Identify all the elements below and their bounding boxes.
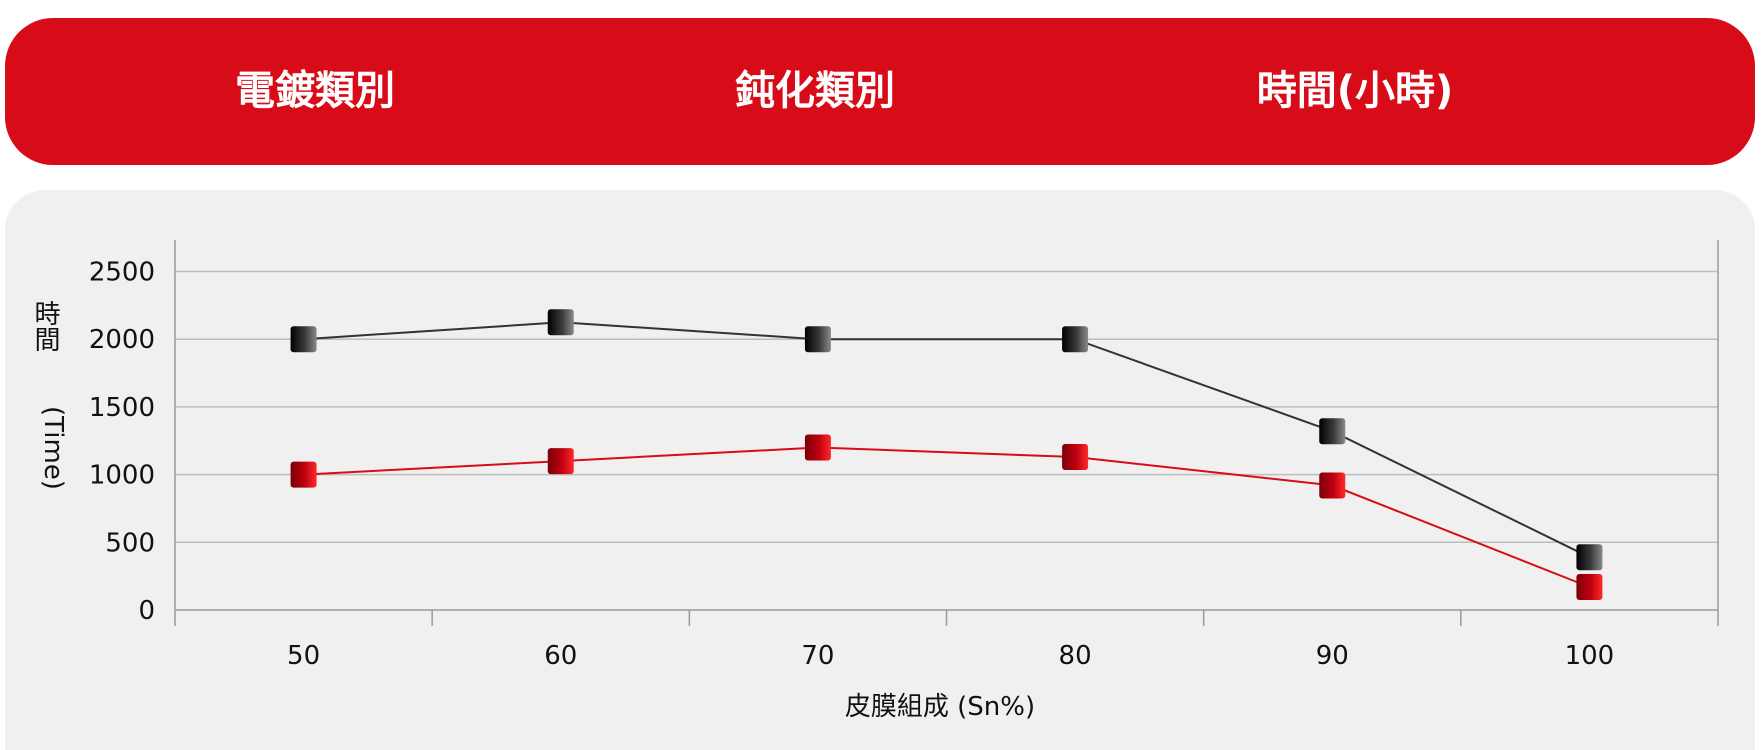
- data-point-red: [547, 448, 574, 475]
- header-bar: 電鍍類別 鈍化類別 時間(小時): [5, 18, 1755, 165]
- y-tick-label: 2000: [89, 325, 155, 355]
- data-point-red: [804, 434, 831, 461]
- y-tick-label: 1500: [89, 393, 155, 423]
- data-point-black: [290, 326, 317, 353]
- header-col-time-hours: 時間(小時): [1256, 68, 1454, 114]
- data-point-black: [1062, 326, 1089, 353]
- series-line-red: [303, 446, 1590, 588]
- data-point-black: [547, 309, 574, 336]
- series-line-black: [303, 321, 1590, 559]
- y-tick-label: 0: [138, 596, 155, 626]
- data-point-red: [1319, 472, 1346, 499]
- y-tick-labels: 0 500 1000 1500 2000 2500: [89, 258, 155, 626]
- y-tick-label: 2500: [89, 258, 155, 288]
- x-tick-label: 70: [801, 641, 834, 671]
- axes: [174, 240, 1719, 626]
- data-point-black: [1319, 418, 1346, 445]
- x-tick-label: 100: [1565, 641, 1615, 671]
- x-tick-label: 50: [287, 641, 320, 671]
- x-tick-label: 80: [1059, 641, 1092, 671]
- grid-lines: [175, 270, 1718, 544]
- data-point-black: [804, 326, 831, 353]
- x-axis-title: 皮膜組成 (Sn%): [845, 692, 1035, 722]
- x-tick-labels: 50 60 70 80 90 100: [287, 641, 1614, 671]
- header-col-plating-type: 電鍍類別: [235, 68, 395, 114]
- y-tick-label: 1000: [89, 461, 155, 491]
- data-point-red: [290, 461, 317, 488]
- data-point-red: [1576, 573, 1603, 600]
- x-tick-label: 90: [1316, 641, 1349, 671]
- header-col-passivation-type: 鈍化類別: [735, 68, 895, 114]
- data-point-red: [1062, 444, 1089, 471]
- x-tick-label: 60: [544, 641, 577, 671]
- y-axis-title-cjk: 時間: [30, 300, 60, 352]
- y-axis-title-latin: (Time): [38, 406, 68, 490]
- y-tick-label: 500: [105, 528, 155, 558]
- series-markers: [290, 309, 1603, 600]
- series-lines: [303, 321, 1590, 588]
- data-point-black: [1576, 544, 1603, 571]
